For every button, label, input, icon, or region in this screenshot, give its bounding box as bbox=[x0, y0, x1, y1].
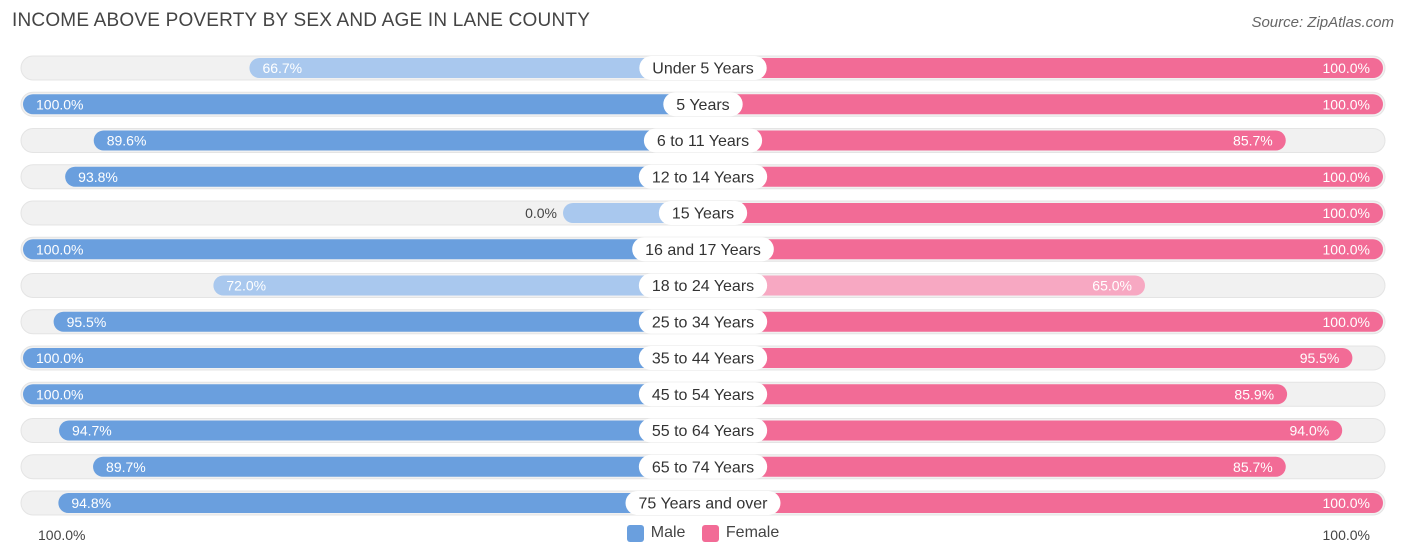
male-bar bbox=[23, 348, 703, 368]
legend-item-female[interactable]: Female bbox=[701, 524, 780, 542]
category-label: 18 to 24 Years bbox=[652, 278, 754, 295]
category-label: 16 and 17 Years bbox=[645, 242, 761, 259]
male-bar bbox=[58, 493, 704, 513]
axis-left-label: 100.0% bbox=[38, 527, 86, 543]
male-value-label: 89.7% bbox=[106, 459, 146, 475]
category-label: 15 Years bbox=[672, 206, 734, 223]
legend-label-female: Female bbox=[725, 524, 780, 541]
female-value-label: 100.0% bbox=[1323, 314, 1370, 330]
category-pill bbox=[643, 128, 763, 153]
female-bar bbox=[703, 456, 1286, 477]
female-bar bbox=[703, 239, 1383, 260]
female-value-label: 100.0% bbox=[1323, 60, 1370, 76]
chart-source: Source: ZipAtlas.com bbox=[1251, 14, 1394, 31]
male-value-label: 95.5% bbox=[67, 314, 107, 330]
male-bar bbox=[59, 420, 704, 441]
legend-item-male[interactable]: Male bbox=[626, 524, 686, 542]
category-pill bbox=[638, 346, 768, 370]
category-label: 55 to 64 Years bbox=[652, 423, 754, 440]
male-bar bbox=[23, 384, 703, 405]
female-bar bbox=[703, 203, 1383, 223]
female-bar bbox=[703, 58, 1383, 78]
female-value-label: 65.0% bbox=[1092, 278, 1132, 294]
male-value-label: 94.8% bbox=[71, 495, 111, 511]
category-pill bbox=[658, 201, 748, 225]
male-bar bbox=[53, 311, 704, 332]
male-value-label: 100.0% bbox=[36, 241, 83, 257]
category-label: 6 to 11 Years bbox=[657, 133, 749, 150]
category-pill bbox=[625, 491, 781, 515]
male-bar bbox=[213, 275, 703, 296]
female-bar bbox=[703, 420, 1343, 441]
female-bar bbox=[703, 493, 1383, 513]
male-value-label: 72.0% bbox=[226, 278, 266, 294]
category-pill bbox=[632, 237, 774, 262]
female-value-label: 100.0% bbox=[1323, 169, 1370, 185]
male-value-label: 66.7% bbox=[262, 60, 302, 76]
female-bar bbox=[703, 275, 1145, 296]
female-bar bbox=[703, 384, 1288, 405]
female-value-label: 85.7% bbox=[1233, 133, 1273, 149]
category-label: Under 5 Years bbox=[652, 61, 753, 78]
male-bar bbox=[23, 239, 703, 260]
male-bar bbox=[93, 130, 704, 151]
category-pill bbox=[638, 382, 768, 407]
legend-swatch-male bbox=[626, 524, 644, 542]
category-label: 25 to 34 Years bbox=[652, 314, 754, 331]
female-value-label: 85.7% bbox=[1233, 459, 1273, 475]
female-bar bbox=[703, 94, 1383, 115]
category-label: 35 to 44 Years bbox=[652, 351, 754, 368]
chart-title: INCOME ABOVE POVERTY BY SEX AND AGE IN L… bbox=[12, 10, 591, 31]
category-pill bbox=[638, 418, 768, 443]
male-value-label: 89.6% bbox=[107, 133, 147, 149]
female-value-label: 100.0% bbox=[1323, 241, 1370, 257]
legend-swatch-female bbox=[701, 524, 719, 542]
category-label: 5 Years bbox=[676, 97, 729, 114]
female-bar bbox=[703, 166, 1383, 187]
legend-label-male: Male bbox=[650, 524, 686, 541]
female-value-label: 94.0% bbox=[1289, 423, 1329, 439]
male-value-label: 94.7% bbox=[72, 423, 112, 439]
male-bar bbox=[249, 58, 703, 78]
category-label: 75 Years and over bbox=[639, 496, 769, 513]
category-label: 45 to 54 Years bbox=[652, 387, 754, 404]
category-label: 12 to 14 Years bbox=[652, 169, 754, 186]
female-value-label: 85.9% bbox=[1234, 386, 1274, 402]
male-value-label: 100.0% bbox=[36, 350, 83, 366]
male-value-label: 0.0% bbox=[525, 205, 557, 221]
category-pill bbox=[663, 92, 743, 117]
legend: Male Female bbox=[0, 524, 1406, 547]
female-value-label: 100.0% bbox=[1323, 96, 1370, 112]
female-bar bbox=[703, 130, 1286, 151]
category-label: 65 to 74 Years bbox=[652, 459, 754, 476]
category-pill bbox=[639, 56, 767, 80]
female-bar bbox=[703, 348, 1353, 368]
axis-right-label: 100.0% bbox=[1322, 527, 1370, 543]
male-bar bbox=[93, 456, 704, 477]
category-pill bbox=[638, 164, 768, 189]
male-value-label: 100.0% bbox=[36, 96, 83, 112]
category-pill bbox=[638, 273, 768, 298]
category-pill bbox=[638, 454, 768, 479]
male-value-label: 100.0% bbox=[36, 386, 83, 402]
female-value-label: 95.5% bbox=[1300, 350, 1340, 366]
male-value-label: 93.8% bbox=[78, 169, 118, 185]
female-value-label: 100.0% bbox=[1323, 495, 1370, 511]
male-bar bbox=[65, 166, 703, 187]
female-value-label: 100.0% bbox=[1323, 205, 1370, 221]
female-bar bbox=[703, 311, 1383, 332]
male-bar bbox=[23, 94, 703, 115]
category-pill bbox=[638, 309, 768, 334]
